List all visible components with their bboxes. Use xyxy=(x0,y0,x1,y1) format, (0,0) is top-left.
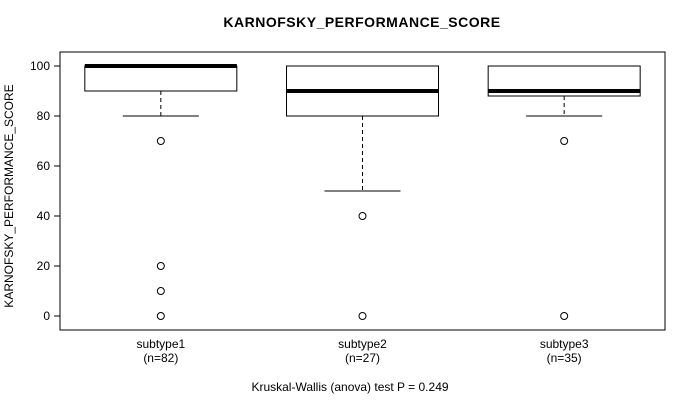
outlier-subtype2-40 xyxy=(358,212,367,220)
box-subtype1 xyxy=(84,65,238,92)
y-tick-label: 20 xyxy=(37,259,51,273)
x-sublabel-subtype3: (n=35) xyxy=(547,351,582,365)
x-label-subtype1: subtype1 xyxy=(136,337,185,351)
x-sublabel-subtype1: (n=82) xyxy=(143,351,178,365)
x-label-subtype2: subtype2 xyxy=(338,337,387,351)
outlier-subtype1-0 xyxy=(156,312,165,320)
y-tick-label: 60 xyxy=(37,159,51,173)
plot-frame xyxy=(59,51,666,331)
plot-area: 0 20 40 60 80 100 subtype1(n=82) subtype2(n=27)… xyxy=(30,51,666,365)
outlier-subtype2-0 xyxy=(358,312,367,320)
y-axis-label: KARNOFSKY_PERFORMANCE_SCORE xyxy=(2,84,16,307)
y-tick-label: 0 xyxy=(43,309,50,323)
footer-text: Kruskal-Wallis (anova) test P = 0.249 xyxy=(251,380,448,394)
outlier-subtype1-70 xyxy=(156,137,165,145)
y-tick-label: 40 xyxy=(37,209,51,223)
chart-title: KARNOFSKY_PERFORMANCE_SCORE xyxy=(223,14,500,30)
y-tick-label: 100 xyxy=(30,59,50,73)
x-label-subtype3: subtype3 xyxy=(540,337,589,351)
y-tick-label: 80 xyxy=(37,109,51,123)
outlier-subtype3-70 xyxy=(560,137,569,145)
outlier-subtype1-10 xyxy=(156,287,165,295)
outlier-subtype1-20 xyxy=(156,262,165,270)
outlier-subtype3-0 xyxy=(560,312,569,320)
x-sublabel-subtype2: (n=27) xyxy=(345,351,380,365)
